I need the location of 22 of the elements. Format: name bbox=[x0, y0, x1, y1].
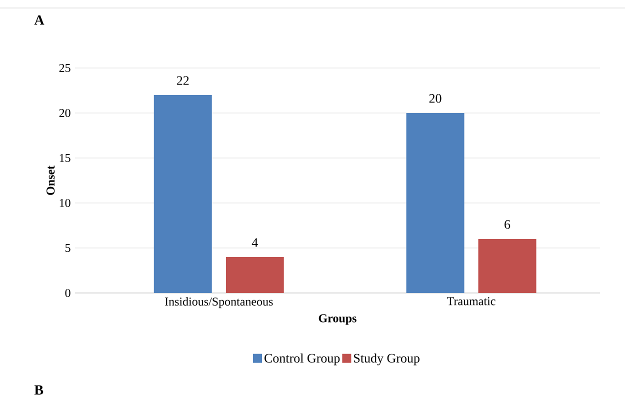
y-tick-label: 10 bbox=[60, 198, 70, 208]
x-tick-label: Traumatic bbox=[447, 297, 496, 306]
data-label: 22 bbox=[176, 76, 189, 85]
bar bbox=[154, 95, 212, 293]
data-label: 6 bbox=[504, 220, 510, 229]
text: A bbox=[34, 15, 44, 25]
y-tick-label: 5 bbox=[66, 244, 70, 252]
bar bbox=[226, 256, 284, 293]
y-tick-label: 25 bbox=[59, 64, 70, 72]
bar bbox=[406, 112, 464, 293]
legend-label: Control Group bbox=[264, 353, 340, 366]
y-tick-label: 20 bbox=[59, 108, 70, 118]
y-tick-label: 0 bbox=[65, 288, 70, 298]
data-label: 20 bbox=[429, 94, 442, 103]
text: B bbox=[34, 385, 44, 395]
legend-label: Study Group bbox=[354, 353, 420, 366]
y-axis-title: Onset bbox=[46, 166, 55, 195]
data-label: 4 bbox=[252, 238, 258, 247]
x-tick-label: Insidious/Spontaneous bbox=[164, 297, 273, 308]
bar bbox=[478, 238, 536, 293]
y-tick-label: 15 bbox=[60, 154, 70, 162]
x-axis-title: Groups bbox=[318, 314, 356, 325]
